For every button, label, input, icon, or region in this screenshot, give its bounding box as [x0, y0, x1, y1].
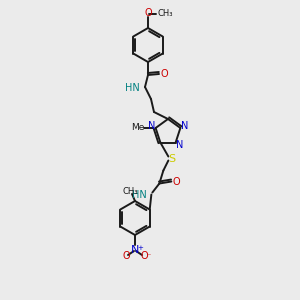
Text: HN: HN: [125, 83, 140, 93]
Text: N: N: [181, 121, 188, 131]
Text: ⁻: ⁻: [147, 251, 151, 260]
Text: HN: HN: [132, 190, 146, 200]
Text: Me: Me: [131, 124, 144, 133]
Text: O: O: [144, 8, 152, 19]
Text: O: O: [172, 176, 180, 187]
Text: N: N: [148, 121, 155, 131]
Text: O: O: [140, 251, 148, 261]
Text: S: S: [168, 154, 175, 164]
Text: +: +: [137, 245, 143, 251]
Text: O: O: [122, 251, 130, 261]
Text: O: O: [160, 69, 168, 79]
Text: CH₃: CH₃: [158, 9, 173, 18]
Text: N: N: [131, 245, 139, 255]
Text: CH₃: CH₃: [122, 188, 138, 196]
Text: N: N: [176, 140, 183, 149]
